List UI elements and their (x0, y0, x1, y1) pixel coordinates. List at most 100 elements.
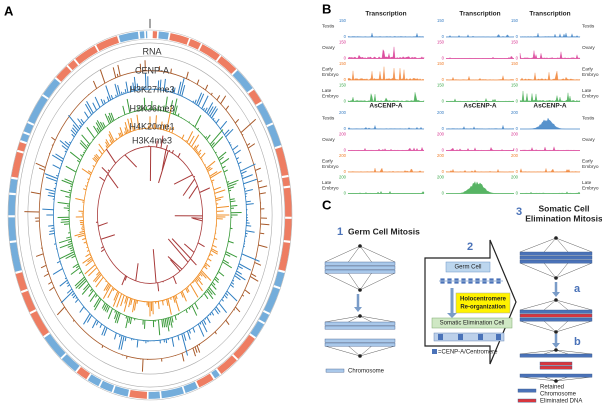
signal-bar (223, 297, 224, 298)
label: Re-organization (460, 305, 506, 311)
signal-track (347, 92, 425, 102)
signal-bar (236, 273, 246, 280)
signal-bar (193, 101, 194, 103)
spindle-fiber (555, 237, 569, 253)
signal-bar (75, 233, 85, 236)
signal-bar (125, 127, 127, 133)
chromosome-segment (25, 292, 33, 311)
signal-bar (162, 319, 163, 327)
signal-bar (86, 260, 93, 266)
signal-bar (260, 193, 266, 194)
signal-bar (99, 150, 103, 155)
signal-bar (223, 260, 229, 263)
scale-label: 0 (344, 126, 347, 131)
signal-bar (118, 65, 120, 76)
row-label: Early (582, 66, 594, 72)
chromosome (519, 251, 593, 256)
signal-bar (195, 145, 199, 151)
signal-bar (208, 168, 213, 171)
scale-label: 0 (516, 126, 519, 131)
signal-bar (85, 308, 86, 309)
signal-bar (57, 307, 64, 315)
signal-bar (45, 174, 58, 179)
signal-bar (226, 320, 229, 324)
signal-bar (105, 142, 108, 147)
signal-bar (83, 284, 88, 290)
signal-bar (70, 186, 72, 187)
signal-bar (203, 108, 204, 110)
signal-bar (116, 138, 117, 140)
signal-bar (121, 336, 124, 350)
signal-bar (83, 257, 92, 263)
signal-bar (182, 85, 185, 96)
signal-track (347, 124, 425, 130)
signal-bar (206, 161, 215, 168)
signal-bar (67, 285, 69, 287)
chromosome-segment (13, 179, 15, 193)
scale-label: 0 (344, 148, 347, 153)
signal-bar (191, 135, 198, 147)
signal-bar (209, 287, 215, 295)
row-label: Embryo (322, 164, 339, 170)
signal-bar (198, 276, 201, 280)
spindle-fiber (543, 320, 557, 333)
signal-bar (153, 249, 156, 283)
row-label: Ovary (322, 137, 335, 143)
spindle-fiber (359, 272, 372, 291)
chromosome-segment (47, 336, 63, 355)
chromosome-segment (161, 390, 182, 395)
chromosome-segment (90, 377, 100, 383)
signal-bar (48, 195, 55, 196)
signal-bar (93, 165, 95, 166)
signal-bar (187, 331, 190, 340)
signal-bar (230, 285, 233, 288)
chromosome-segment (34, 313, 47, 335)
signal-bar (212, 312, 214, 315)
signal-bar (79, 272, 81, 274)
spindle-fiber (519, 237, 557, 253)
signal-bar (226, 252, 237, 257)
spindle-fiber (359, 315, 372, 323)
chromosome (519, 353, 593, 358)
signal-bar (224, 295, 227, 298)
signal-bar (61, 190, 71, 193)
signal-bar (167, 107, 172, 131)
label: 2 (467, 241, 473, 253)
chromosome-segment (120, 35, 139, 39)
signal-bar (97, 128, 100, 133)
spindle-fiber (324, 345, 361, 357)
chromatin (433, 332, 505, 342)
signal-bar (120, 133, 121, 137)
signal-bar (106, 86, 111, 101)
chromosome-segment (260, 105, 270, 124)
signal-bar (82, 230, 84, 231)
panel-label: B (322, 1, 331, 16)
chromosome (539, 365, 573, 370)
scale-label: 200 (339, 110, 347, 115)
signal-bar (219, 270, 220, 271)
signal-bar (39, 168, 45, 170)
chromosome-segment (77, 49, 96, 62)
arrow-head (552, 292, 560, 297)
signal-bar (172, 127, 174, 133)
chromosome (324, 269, 396, 274)
signal-bar (231, 205, 238, 206)
row-label: Late (582, 88, 592, 94)
signal-bar (201, 153, 206, 158)
chromosome (324, 261, 396, 266)
signal-bar (211, 142, 214, 146)
signal-bar (89, 290, 94, 296)
signal-bar (69, 142, 70, 143)
scale-label: 0 (442, 77, 445, 82)
signal-bar (36, 254, 43, 257)
signal-bar (200, 188, 210, 193)
signal-bar (115, 84, 118, 96)
signal-bar (207, 317, 210, 323)
signal-bar (197, 277, 203, 285)
row-label: Late (582, 180, 592, 186)
signal-bar (137, 115, 139, 129)
row-label: Embryo (322, 72, 339, 78)
scale-label: 150 (339, 18, 347, 23)
column-title: AsCENP-A (369, 103, 403, 110)
chromosome-segment (159, 35, 169, 36)
